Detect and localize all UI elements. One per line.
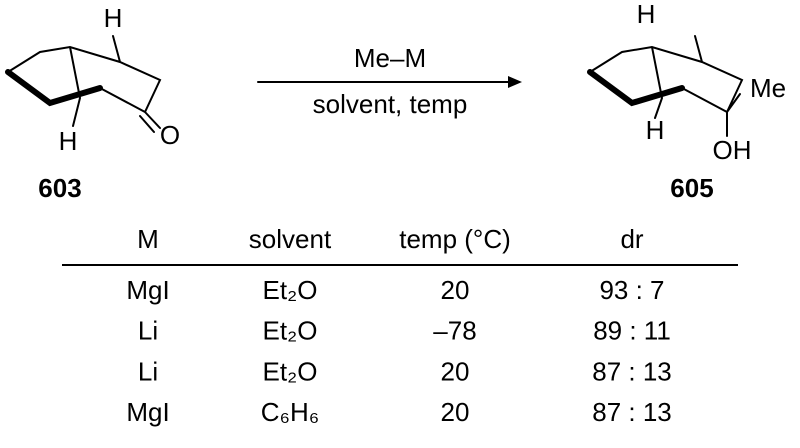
table-cell: Li [138,316,158,346]
atom-label: H [59,126,78,156]
atom-label: H [104,3,123,33]
atom-label: H [646,115,665,145]
table-cell: C₆H₆ [261,397,320,427]
reagent: Me–M [354,43,426,73]
table-cell: MgI [126,275,169,305]
table-cell: 87 : 13 [592,356,672,386]
table-header: M [137,224,159,254]
atom-label: H [637,0,656,29]
table-cell: MgI [126,397,169,427]
table-cell: 20 [441,397,470,427]
compound-label: 605 [670,173,713,203]
table-header: temp (°C) [399,224,511,254]
table-cell: 87 : 13 [592,397,672,427]
table-cell: 89 : 11 [593,316,671,346]
table-cell: Li [138,356,158,386]
molecule-603: H H O 603 [5,3,180,203]
table-cell: Et₂O [263,316,318,346]
table-cell: –78 [433,316,476,346]
table-cell: 93 : 7 [599,275,664,305]
atom-label: Me [750,73,786,103]
atom-label: O [160,120,180,150]
reaction-arrow: Me–M solvent, temp [257,43,522,119]
atom-label: OH [713,135,752,165]
conditions: solvent, temp [313,89,468,119]
table-cell: 20 [441,275,470,305]
table-cell: Et₂O [263,356,318,386]
compound-label: 603 [38,173,81,203]
table-cell: 20 [441,356,470,386]
table-cell: Et₂O [263,275,318,305]
table-header: dr [620,224,643,254]
molecule-605: H Me H OH 605 [587,0,786,203]
table-header: solvent [249,224,332,254]
